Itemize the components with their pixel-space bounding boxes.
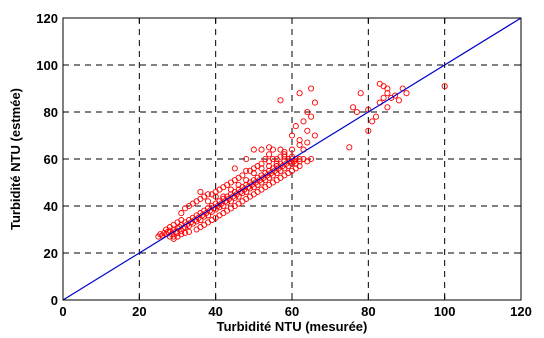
x-tick-label: 40 <box>208 304 222 319</box>
data-point <box>296 90 303 97</box>
data-point <box>193 218 200 225</box>
data-point <box>243 177 250 184</box>
data-point <box>201 213 208 220</box>
data-point <box>311 132 318 139</box>
data-point <box>243 155 250 163</box>
data-point <box>296 137 303 144</box>
y-tick-label: 80 <box>44 105 58 120</box>
y-tick-label: 40 <box>44 199 58 214</box>
data-point <box>288 146 296 153</box>
data-point <box>346 144 353 151</box>
y-tick-label: 120 <box>36 11 58 26</box>
data-point <box>235 181 242 188</box>
data-point <box>197 188 204 195</box>
x-tick-labels: 0 20 40 60 80 100 120 <box>59 304 531 319</box>
data-point <box>353 108 360 116</box>
data-point <box>224 199 231 206</box>
data-point <box>266 151 273 158</box>
x-tick-label: 100 <box>434 304 456 319</box>
data-point <box>441 83 448 90</box>
data-point <box>182 229 189 237</box>
data-point <box>166 227 173 234</box>
data-point <box>182 205 189 212</box>
data-point <box>185 228 193 235</box>
data-point <box>308 113 315 120</box>
data-point <box>365 127 372 134</box>
data-point <box>392 92 399 99</box>
x-tick-label: 20 <box>132 304 146 319</box>
data-point <box>231 165 238 172</box>
data-point <box>258 165 265 172</box>
data-point <box>231 194 238 201</box>
data-point <box>220 193 227 200</box>
data-point <box>372 113 380 120</box>
y-tick-label: 0 <box>51 293 58 308</box>
data-point <box>246 185 254 192</box>
data-point <box>212 193 219 200</box>
y-tick-label: 100 <box>36 58 58 73</box>
data-point <box>350 104 357 111</box>
data-point <box>262 155 269 163</box>
data-point <box>369 118 376 125</box>
data-point <box>277 97 284 104</box>
data-point <box>384 85 391 92</box>
data-point <box>250 146 257 153</box>
data-point <box>273 160 280 167</box>
data-point <box>292 123 299 130</box>
data-point <box>304 108 311 116</box>
data-point <box>384 90 391 97</box>
data-point <box>239 190 246 197</box>
data-point <box>308 85 315 92</box>
reference-line-layer <box>62 17 522 301</box>
data-point <box>281 148 288 155</box>
y-tick-labels: 0 20 40 60 80 100 120 <box>36 11 58 308</box>
data-point <box>403 90 410 97</box>
plot-frame <box>62 17 522 301</box>
x-tick-label: 80 <box>361 304 375 319</box>
data-point <box>178 217 185 224</box>
data-point <box>384 104 391 111</box>
data-point <box>216 204 223 211</box>
data-point <box>243 167 250 174</box>
x-tick-label: 120 <box>510 304 532 319</box>
reference-line <box>62 17 522 301</box>
data-point <box>311 99 318 106</box>
y-tick-label: 60 <box>44 152 58 167</box>
data-point <box>178 210 185 217</box>
data-point <box>296 163 303 170</box>
data-point <box>380 94 387 101</box>
x-tick-label: 60 <box>285 304 299 319</box>
data-point <box>357 90 364 97</box>
data-point <box>304 127 311 134</box>
data-point <box>300 118 307 125</box>
data-point <box>204 198 212 205</box>
y-tick-label: 20 <box>44 246 58 261</box>
y-axis-title: Turbidité NTU (estmée) <box>8 88 23 230</box>
data-point <box>258 146 265 153</box>
data-point <box>269 146 276 153</box>
x-tick-label: 0 <box>59 304 66 319</box>
data-point <box>227 186 234 193</box>
data-point <box>296 155 303 163</box>
data-point <box>296 141 303 148</box>
data-point <box>308 155 315 163</box>
data-point <box>395 97 402 104</box>
data-point <box>288 132 296 139</box>
data-point <box>304 139 311 146</box>
data-point <box>281 151 288 158</box>
data-point <box>266 163 273 170</box>
data-point <box>250 170 257 177</box>
x-axis-title: Turbidité NTU (mesurée) <box>217 319 368 334</box>
data-point <box>178 231 185 238</box>
